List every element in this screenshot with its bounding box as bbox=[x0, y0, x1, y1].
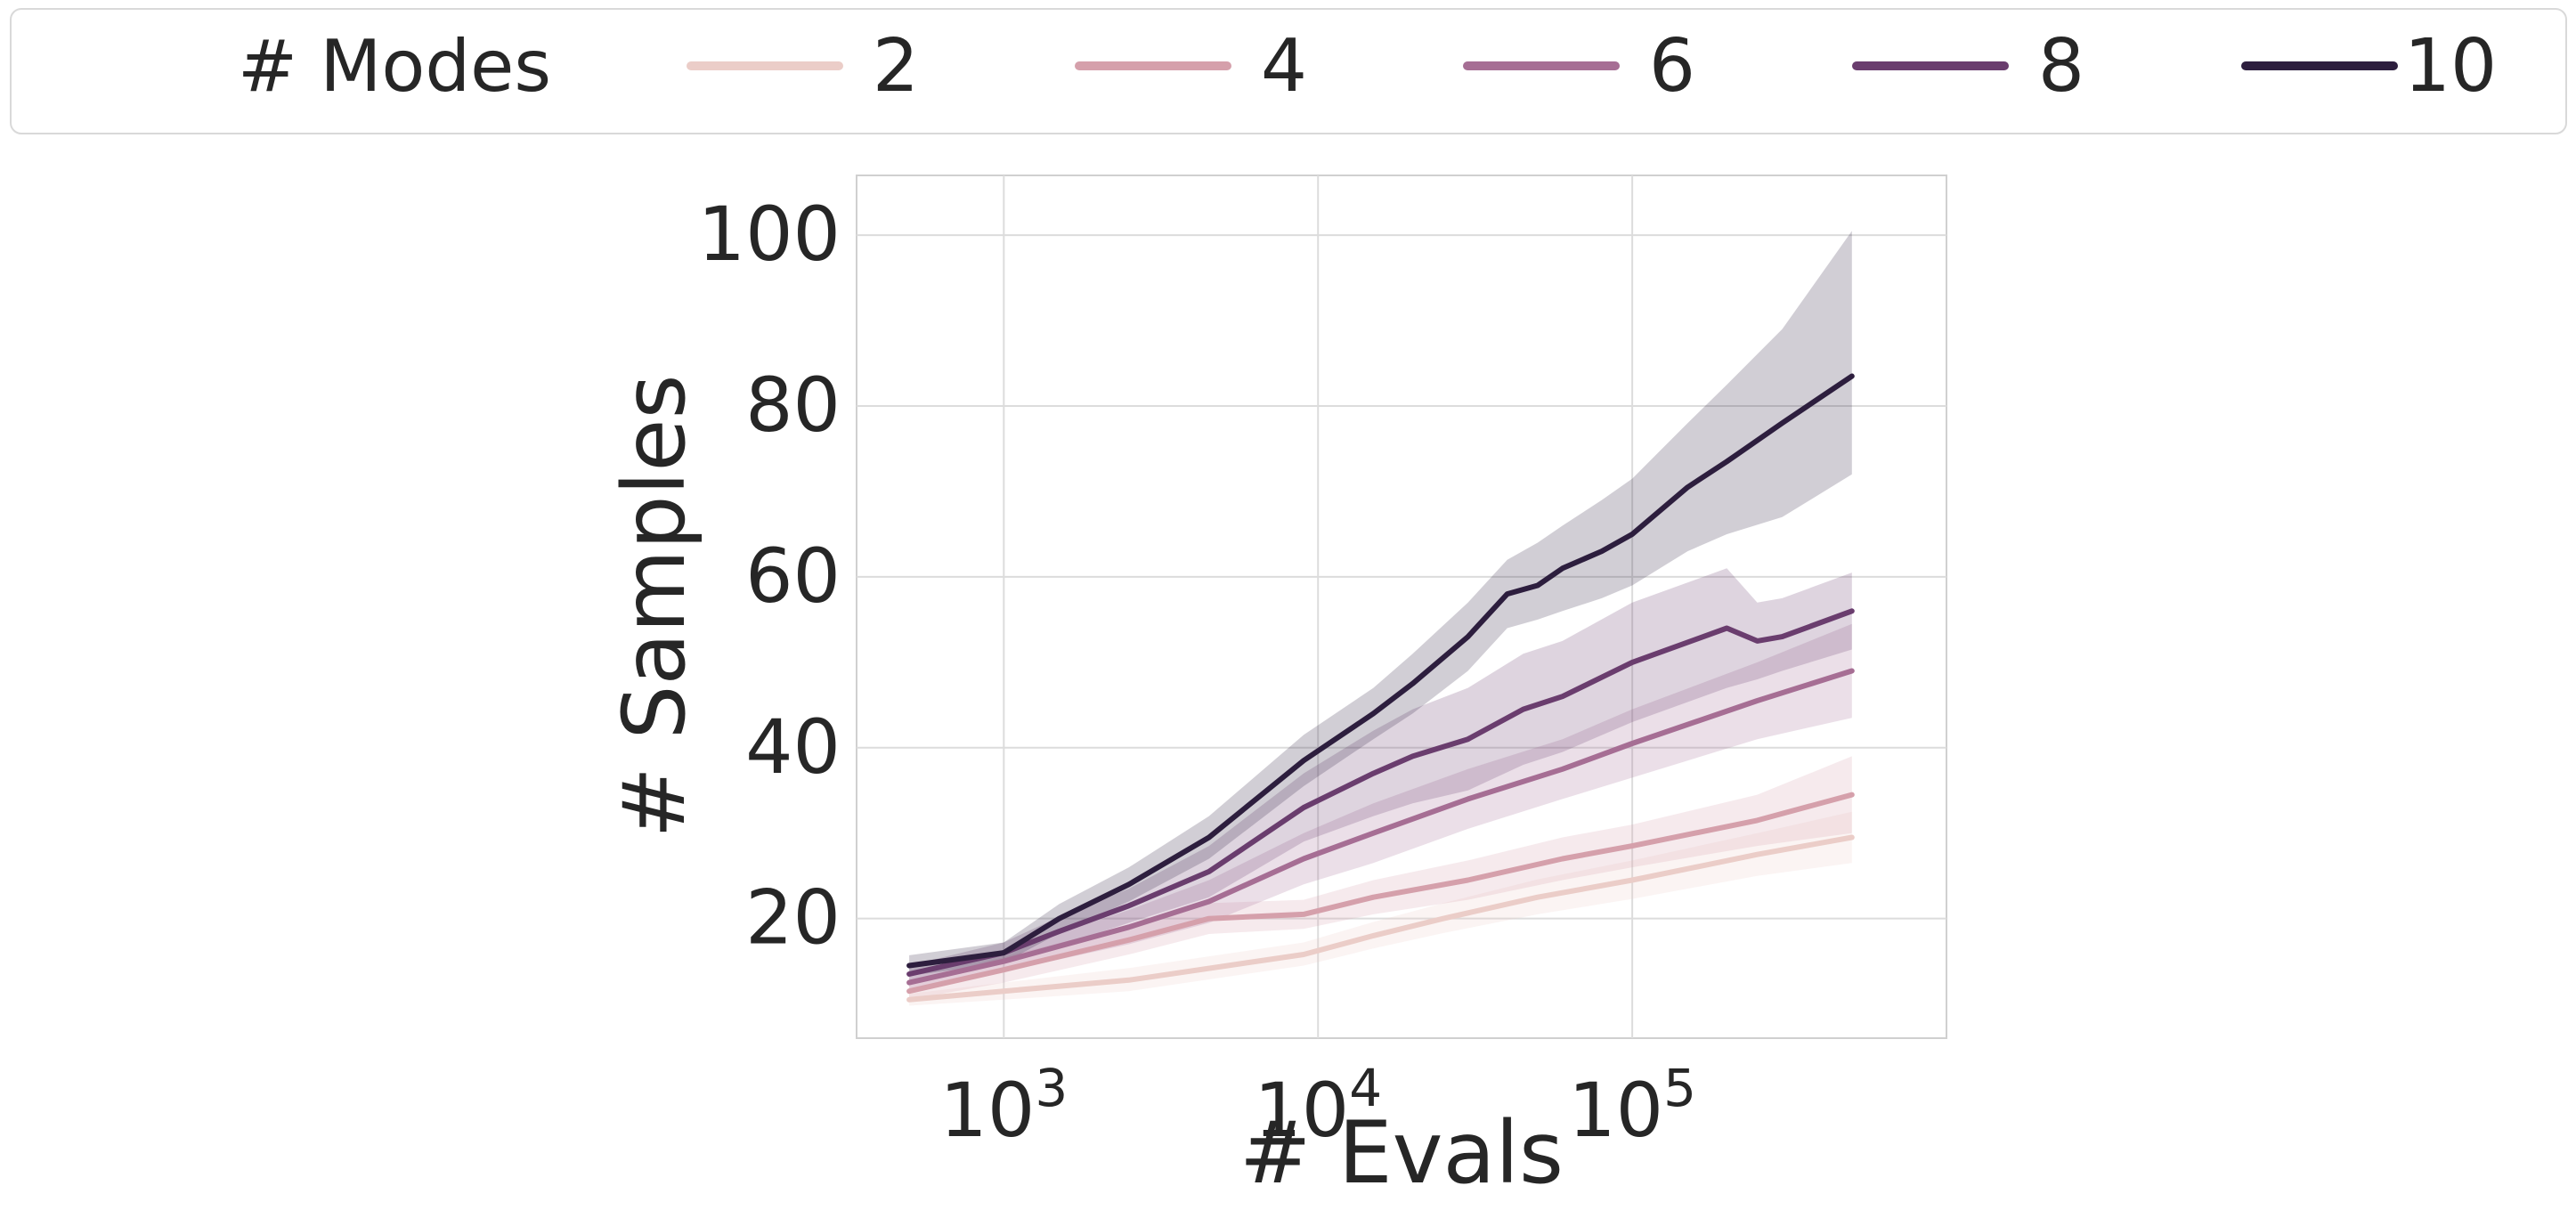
line-series-4 bbox=[906, 792, 1855, 995]
legend-label: 8 bbox=[2038, 24, 2084, 109]
x-tick-exponent: 3 bbox=[1035, 1058, 1068, 1118]
legend-entry-2: 2 bbox=[687, 24, 919, 109]
legend: # Modes 2 4 6 8 10 bbox=[10, 8, 2567, 134]
y-tick-label: 40 bbox=[745, 703, 841, 791]
line-series-10 bbox=[906, 373, 1855, 969]
y-tick-label: 20 bbox=[745, 874, 841, 962]
legend-label: 10 bbox=[2404, 24, 2497, 109]
band-series-4 bbox=[909, 756, 1852, 1000]
y-tick-label: 60 bbox=[745, 532, 841, 620]
legend-title: # Modes bbox=[238, 25, 551, 108]
legend-label: 6 bbox=[1649, 24, 1695, 109]
y-tick-label: 100 bbox=[698, 191, 841, 278]
x-axis-title: # Evals bbox=[1239, 1103, 1564, 1203]
legend-entry-10: 10 bbox=[2241, 24, 2497, 109]
series-lines bbox=[906, 373, 1855, 1003]
legend-label: 4 bbox=[1261, 24, 1307, 109]
legend-entry-4: 4 bbox=[1075, 24, 1307, 109]
band-series-2 bbox=[909, 811, 1852, 1006]
band-series-6 bbox=[909, 623, 1852, 992]
x-tick-exponent: 5 bbox=[1663, 1058, 1696, 1118]
line-series-8 bbox=[906, 608, 1855, 977]
legend-entries: 2 4 6 8 10 bbox=[687, 24, 2497, 109]
plot-area bbox=[856, 175, 1947, 1039]
legend-label: 2 bbox=[873, 24, 919, 109]
legend-frame bbox=[10, 8, 2567, 134]
legend-entry-6: 6 bbox=[1463, 24, 1695, 109]
y-tick-label: 80 bbox=[745, 361, 841, 449]
x-tick-exponent: 4 bbox=[1349, 1058, 1382, 1118]
grid bbox=[857, 175, 1946, 1038]
y-tick-labels: 20 40 60 80 100 bbox=[698, 191, 841, 962]
legend-entry-8: 8 bbox=[1852, 24, 2084, 109]
line-series-2 bbox=[906, 834, 1855, 1003]
x-tick-labels: 103 104 105 bbox=[939, 1058, 1696, 1154]
y-axis-title: # Samples bbox=[605, 375, 704, 839]
line-series-6 bbox=[906, 668, 1855, 986]
